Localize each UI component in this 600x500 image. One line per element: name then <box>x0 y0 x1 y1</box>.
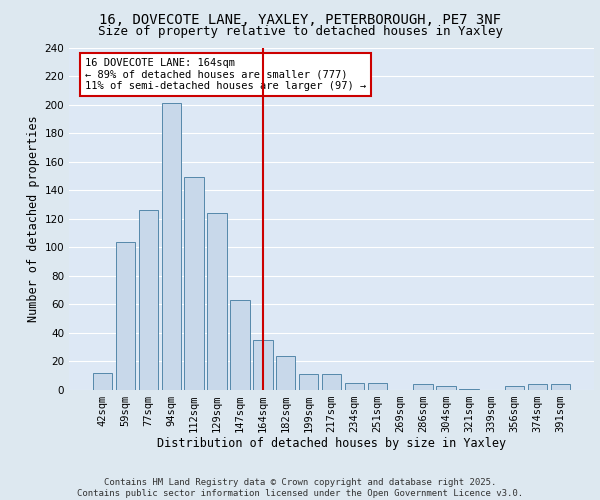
X-axis label: Distribution of detached houses by size in Yaxley: Distribution of detached houses by size … <box>157 436 506 450</box>
Text: 16, DOVECOTE LANE, YAXLEY, PETERBOROUGH, PE7 3NF: 16, DOVECOTE LANE, YAXLEY, PETERBOROUGH,… <box>99 12 501 26</box>
Bar <box>230 300 250 390</box>
Bar <box>436 386 455 390</box>
Bar <box>344 383 364 390</box>
Bar <box>299 374 319 390</box>
Bar <box>184 178 204 390</box>
Bar <box>116 242 135 390</box>
Bar <box>551 384 570 390</box>
Text: Contains HM Land Registry data © Crown copyright and database right 2025.
Contai: Contains HM Land Registry data © Crown c… <box>77 478 523 498</box>
Bar <box>322 374 341 390</box>
Bar <box>528 384 547 390</box>
Bar <box>139 210 158 390</box>
Text: 16 DOVECOTE LANE: 164sqm
← 89% of detached houses are smaller (777)
11% of semi-: 16 DOVECOTE LANE: 164sqm ← 89% of detach… <box>85 58 366 91</box>
Bar <box>276 356 295 390</box>
Bar <box>93 373 112 390</box>
Text: Size of property relative to detached houses in Yaxley: Size of property relative to detached ho… <box>97 25 503 38</box>
Bar <box>208 213 227 390</box>
Bar <box>368 383 387 390</box>
Bar <box>505 386 524 390</box>
Bar <box>413 384 433 390</box>
Bar <box>459 388 479 390</box>
Bar <box>253 340 272 390</box>
Bar <box>161 103 181 390</box>
Y-axis label: Number of detached properties: Number of detached properties <box>27 116 40 322</box>
